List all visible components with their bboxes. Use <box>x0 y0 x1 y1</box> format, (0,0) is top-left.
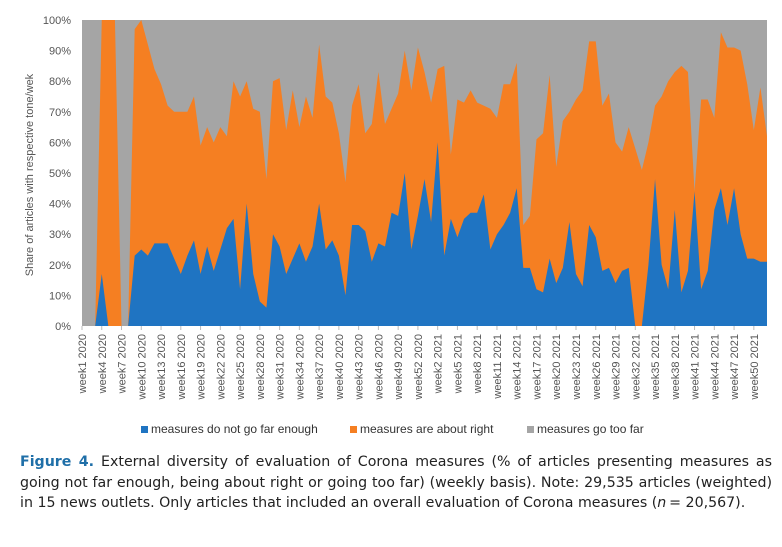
x-tick-label: week22 2020 <box>215 334 227 400</box>
x-tick-label: week14 2021 <box>512 334 524 400</box>
series-not-far-enough-area <box>82 142 767 326</box>
legend: measures do not go far enough measures ar… <box>141 422 644 436</box>
x-tick-label: week19 2020 <box>196 334 208 400</box>
figure-caption: Figure 4. External diversity of evaluati… <box>20 452 772 514</box>
legend-label: measures go too far <box>537 422 644 436</box>
legend-swatch <box>527 426 534 433</box>
legend-label: measures are about right <box>360 422 494 436</box>
x-tick-label: week20 2021 <box>551 334 563 400</box>
x-tick-label: week28 2020 <box>255 334 267 400</box>
x-tick-label: week43 2020 <box>354 334 366 400</box>
x-tick-label: week11 2021 <box>492 334 504 400</box>
caption-n-symbol: n <box>657 495 667 511</box>
y-tick-label: 0% <box>55 321 71 333</box>
y-tick-label: 80% <box>49 76 71 88</box>
x-tick-label: week17 2021 <box>531 334 543 400</box>
x-tick-label: week2 2021 <box>433 334 445 394</box>
x-tick-label: week52 2020 <box>413 334 425 400</box>
plot-area <box>82 20 767 326</box>
x-tick-label: week7 2020 <box>117 334 129 394</box>
x-axis: week1 2020 week4 2020 week7 2020 week10 202… <box>77 326 761 400</box>
y-tick-label: 70% <box>49 107 71 119</box>
x-tick-label: week16 2020 <box>176 334 188 400</box>
caption-text: External diversity of evaluation of Coro… <box>20 454 772 511</box>
x-tick-label: week49 2020 <box>393 334 405 400</box>
x-tick-label: week46 2020 <box>373 334 385 400</box>
x-tick-label: week38 2021 <box>670 334 682 400</box>
y-tick-label: 40% <box>49 199 71 211</box>
x-tick-label: week44 2021 <box>709 334 721 400</box>
x-tick-label: week4 2020 <box>97 334 109 394</box>
caption-text-end: = 20,567). <box>669 495 746 511</box>
x-tick-label: week31 2020 <box>275 334 287 400</box>
y-axis: 0% 10% 20% 30% 40% 50% 60% 70% 80% 90% 100% <box>43 15 71 333</box>
stacked-area-chart: 0% 10% 20% 30% 40% 50% 60% 70% 80% 90% 100% week1 … <box>24 15 767 436</box>
x-tick-label: week29 2021 <box>611 334 623 400</box>
x-tick-label: week13 2020 <box>156 334 168 400</box>
y-tick-label: 10% <box>49 290 71 302</box>
x-tick-label: week26 2021 <box>591 334 603 400</box>
legend-swatch <box>141 426 148 433</box>
figure-label: Figure 4. <box>20 454 95 470</box>
y-axis-label: Share of articles with respective tone/w… <box>24 73 36 276</box>
x-tick-label: week35 2021 <box>650 334 662 400</box>
x-tick-label: week25 2020 <box>235 334 247 400</box>
x-tick-label: week10 2020 <box>136 334 148 400</box>
x-tick-label: week47 2021 <box>729 334 741 400</box>
x-tick-label: week8 2021 <box>472 334 484 394</box>
legend-swatch <box>350 426 357 433</box>
x-tick-label: week37 2020 <box>314 334 326 400</box>
y-tick-label: 90% <box>49 46 71 58</box>
x-tick-label: week34 2020 <box>294 334 306 400</box>
legend-label: measures do not go far enough <box>151 422 318 436</box>
y-tick-label: 60% <box>49 137 71 149</box>
x-tick-label: week40 2020 <box>334 334 346 400</box>
y-tick-label: 100% <box>43 15 71 27</box>
x-tick-label: week1 2020 <box>77 334 89 394</box>
y-tick-label: 50% <box>49 168 71 180</box>
x-tick-label: week50 2021 <box>749 334 761 400</box>
x-tick-label: week5 2021 <box>452 334 464 394</box>
x-tick-label: week41 2021 <box>690 334 702 400</box>
x-tick-label: week32 2021 <box>630 334 642 400</box>
y-tick-label: 30% <box>49 229 71 241</box>
y-tick-label: 20% <box>49 260 71 272</box>
x-tick-label: week23 2021 <box>571 334 583 400</box>
